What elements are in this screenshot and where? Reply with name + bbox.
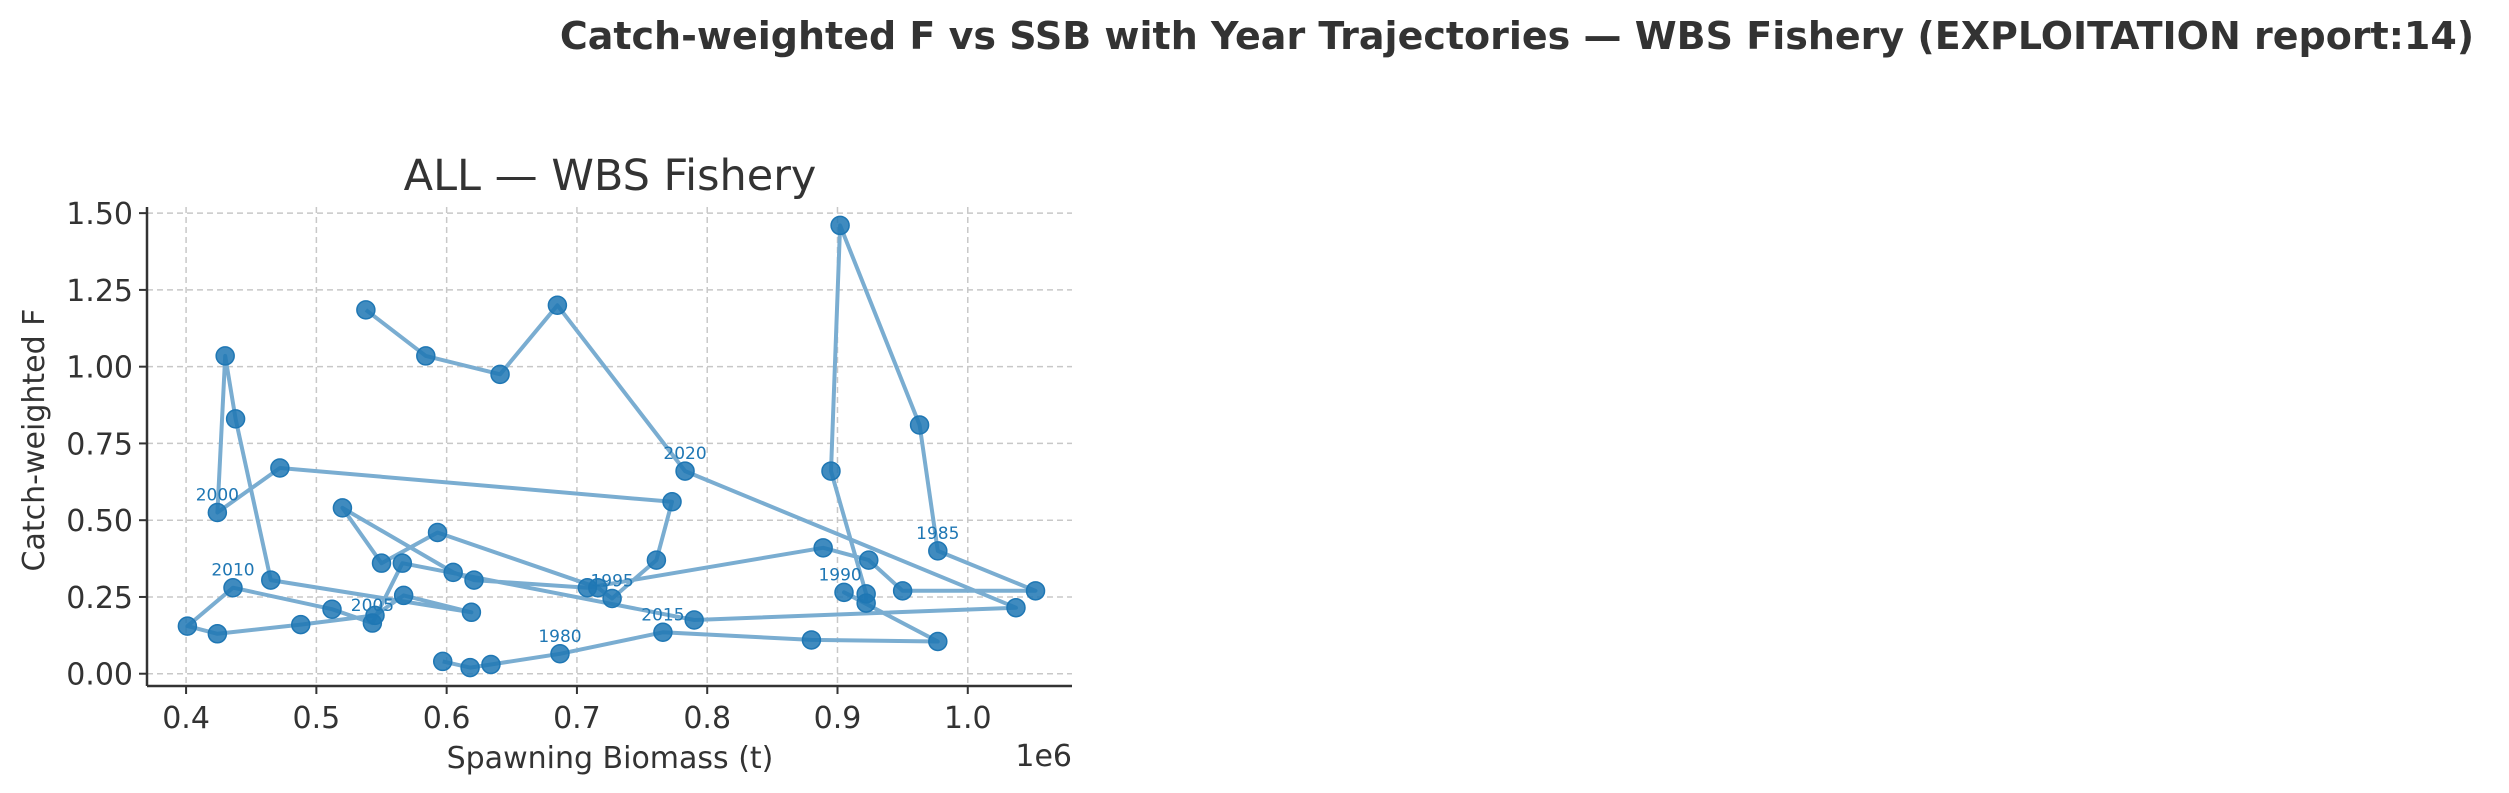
data-point — [432, 651, 453, 672]
y-tick-label: 0.00 — [66, 658, 133, 693]
annotations: 1980 1985 1990 1995 2000 2005 2010 2015 2020 — [196, 444, 960, 647]
x-tick-label: 0.8 — [683, 701, 731, 736]
data-point — [856, 584, 876, 604]
data-point — [362, 613, 383, 633]
y-ticks: 0.00 0.25 0.50 0.75 1.00 1.25 1.50 — [66, 197, 147, 693]
data-point — [1006, 597, 1026, 618]
data-point — [490, 364, 510, 385]
y-tick-label: 0.25 — [66, 581, 133, 616]
x-tick-label: 0.5 — [293, 701, 341, 736]
data-point — [207, 624, 228, 644]
x-tick-label: 0.6 — [423, 701, 471, 736]
data-point — [427, 522, 448, 543]
year-annotation: 1990 — [818, 565, 861, 585]
data-point — [261, 570, 281, 590]
x-tick-label: 0.9 — [814, 701, 862, 736]
data-point — [675, 461, 695, 481]
axes — [145, 207, 1072, 688]
x-tick-label: 0.7 — [553, 701, 601, 736]
year-annotation: 2015 — [641, 605, 684, 625]
data-point — [1025, 581, 1046, 601]
x-offset-label: 1e6 — [1015, 739, 1072, 774]
data-point — [443, 562, 463, 583]
data-point — [392, 553, 413, 573]
data-point — [928, 631, 948, 652]
data-point — [460, 657, 480, 678]
data-point — [646, 550, 667, 570]
data-point — [290, 614, 311, 635]
data-point — [662, 492, 682, 512]
data-point — [684, 610, 704, 630]
y-tick-label: 1.50 — [66, 197, 133, 232]
data-point — [223, 577, 243, 598]
grid — [147, 207, 1072, 686]
data-point — [356, 300, 376, 320]
data-point — [830, 215, 850, 236]
data-point — [207, 502, 228, 523]
data-point — [801, 630, 822, 650]
data-point — [461, 602, 482, 623]
y-tick-label: 1.00 — [66, 351, 133, 386]
data-point — [909, 415, 930, 435]
data-point — [588, 577, 608, 598]
year-annotation: 2010 — [211, 561, 254, 581]
series-points — [177, 215, 1046, 678]
data-point — [371, 553, 392, 573]
data-point — [859, 550, 879, 570]
data-point — [464, 570, 484, 590]
y-tick-label: 0.75 — [66, 427, 133, 462]
year-annotation: 1995 — [590, 571, 633, 591]
x-tick-label: 1.0 — [944, 701, 992, 736]
data-point — [225, 409, 246, 429]
data-point — [821, 461, 841, 481]
data-point — [215, 346, 235, 366]
data-point — [653, 622, 673, 643]
data-point — [813, 538, 833, 558]
data-point — [602, 588, 622, 609]
data-point — [393, 585, 414, 606]
year-annotation: 2005 — [351, 596, 394, 616]
y-tick-label: 1.25 — [66, 274, 133, 309]
y-axis-label: Catch-weighted F — [17, 309, 52, 572]
x-tick-label: 0.4 — [162, 701, 210, 736]
y-tick-label: 0.50 — [66, 504, 133, 539]
data-point — [332, 498, 353, 518]
data-point — [928, 541, 948, 561]
data-point — [892, 581, 913, 601]
data-point — [550, 644, 570, 664]
chart-title: ALL — WBS Fishery — [404, 151, 817, 201]
year-annotation: 1985 — [916, 524, 959, 544]
x-axis-label: Spawning Biomass (t) — [447, 741, 774, 776]
year-annotation: 2000 — [196, 486, 239, 506]
data-point — [270, 458, 290, 478]
data-point — [547, 295, 568, 316]
data-point — [481, 654, 501, 675]
x-ticks: 0.4 0.5 0.6 0.7 0.8 0.9 1.0 — [162, 686, 992, 736]
figure-suptitle: Catch-weighted F vs SSB with Year Trajec… — [559, 14, 2475, 58]
data-point — [834, 582, 854, 603]
data-point — [322, 599, 342, 619]
year-annotation: 1980 — [538, 627, 581, 647]
data-point — [416, 346, 436, 366]
year-annotation: 2020 — [663, 444, 706, 464]
data-point — [177, 616, 198, 636]
